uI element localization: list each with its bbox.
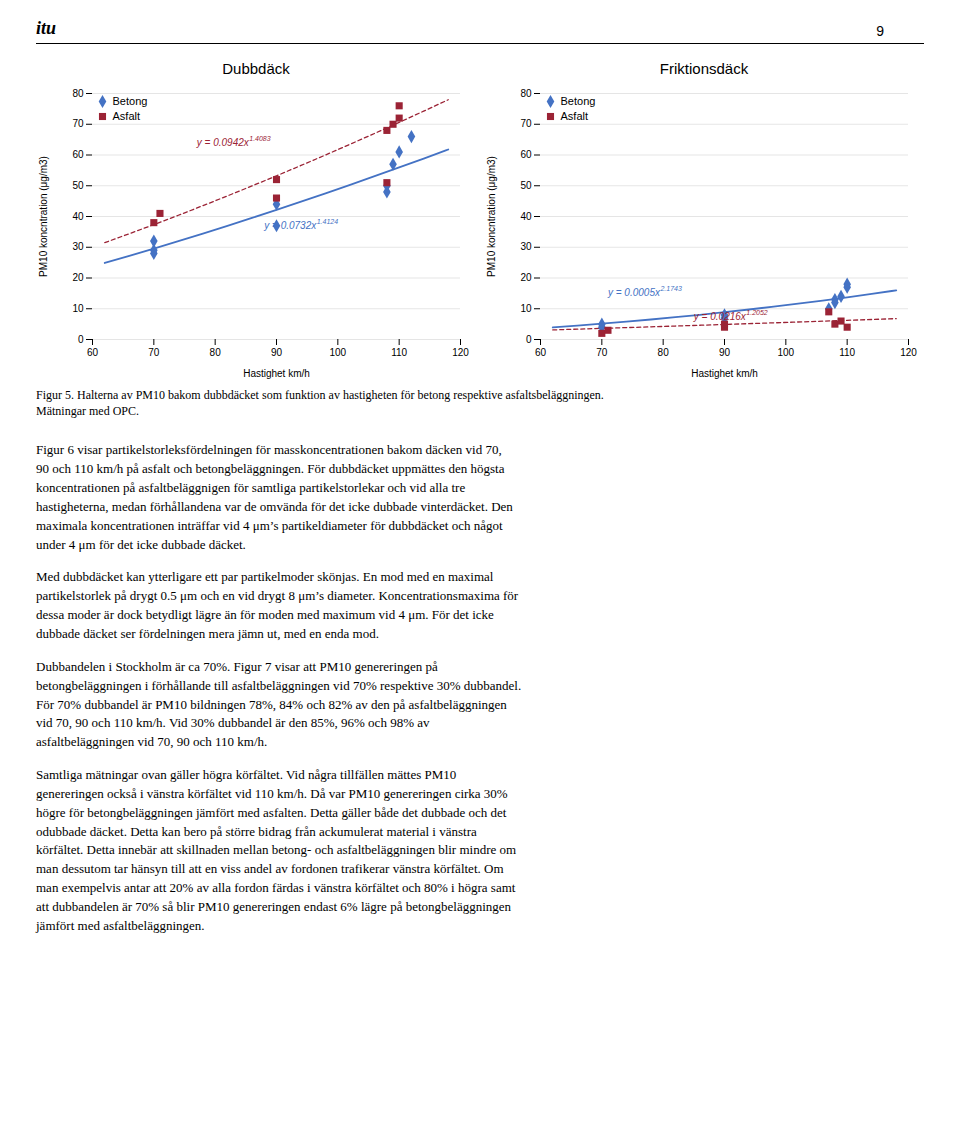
svg-text:60: 60: [87, 347, 99, 358]
svg-text:Hastighet km/h: Hastighet km/h: [243, 368, 310, 379]
svg-text:0: 0: [78, 334, 84, 345]
svg-text:70: 70: [520, 118, 532, 129]
svg-text:0: 0: [526, 334, 532, 345]
svg-text:1.4124: 1.4124: [317, 218, 339, 225]
svg-text:50: 50: [520, 180, 532, 191]
svg-text:PM10 koncntration (μg/m3): PM10 koncntration (μg/m3): [38, 156, 49, 277]
svg-text:80: 80: [210, 347, 222, 358]
svg-text:50: 50: [72, 180, 84, 191]
html-text:Figur 5. Halterna av PM10 bako: Figur 5. Halterna av PM10 bakom dubbdäck…: [36, 388, 604, 419]
html-text:itu: itu: [36, 18, 56, 38]
svg-text:80: 80: [72, 88, 84, 99]
svg-text:100: 100: [777, 347, 794, 358]
svg-text:Hastighet km/h: Hastighet km/h: [691, 368, 758, 379]
svg-text:1.2052: 1.2052: [746, 309, 768, 316]
svg-text:80: 80: [520, 88, 532, 99]
svg-text:80: 80: [658, 347, 670, 358]
html-text:Friktionsdäck: Friktionsdäck: [659, 60, 749, 77]
svg-text:PM10 koncntration (μg/m3): PM10 koncntration (μg/m3): [486, 156, 497, 277]
svg-text:70: 70: [596, 347, 608, 358]
svg-text:Asfalt: Asfalt: [113, 110, 141, 122]
svg-text:30: 30: [72, 241, 84, 252]
svg-text:60: 60: [520, 149, 532, 160]
html-text:Dubbandelen i Stockholm är ca: Dubbandelen i Stockholm är ca 70%. Figur…: [36, 658, 522, 750]
svg-text:60: 60: [535, 347, 547, 358]
html-text:Samtliga mätningar ovan gäller: Samtliga mätningar ovan gäller högra kör…: [36, 767, 517, 933]
svg-text:y = 0.0216x: y = 0.0216x: [693, 311, 747, 322]
svg-text:40: 40: [72, 211, 84, 222]
svg-text:30: 30: [520, 241, 532, 252]
svg-text:100: 100: [329, 347, 346, 358]
svg-text:110: 110: [391, 347, 407, 358]
html-text:9: 9: [876, 23, 884, 39]
html-text:Med dubbdäcket kan ytterligare: Med dubbdäcket kan ytterligare ett par p…: [36, 569, 519, 641]
svg-text:Betong: Betong: [113, 95, 148, 107]
svg-text:20: 20: [72, 272, 84, 283]
svg-text:110: 110: [839, 347, 855, 358]
svg-text:70: 70: [72, 118, 84, 129]
html-text:Dubbdäck: Dubbdäck: [222, 60, 290, 77]
svg-text:20: 20: [520, 272, 532, 283]
svg-text:60: 60: [72, 149, 84, 160]
svg-text:Asfalt: Asfalt: [561, 110, 589, 122]
html-text:Figur 6 visar partikelstorleks: Figur 6 visar partikelstorleksfördelning…: [36, 442, 513, 552]
svg-text:90: 90: [271, 347, 283, 358]
svg-text:40: 40: [520, 211, 532, 222]
svg-text:y = 0.0732x: y = 0.0732x: [263, 220, 317, 231]
svg-text:90: 90: [719, 347, 731, 358]
svg-text:10: 10: [520, 303, 532, 314]
svg-text:120: 120: [452, 347, 469, 358]
svg-text:120: 120: [900, 347, 917, 358]
svg-text:1.4083: 1.4083: [249, 135, 271, 142]
svg-text:y = 0.0005x: y = 0.0005x: [607, 287, 661, 298]
svg-text:2.1743: 2.1743: [659, 285, 682, 292]
svg-text:10: 10: [72, 303, 84, 314]
svg-text:Betong: Betong: [561, 95, 596, 107]
svg-text:70: 70: [148, 347, 160, 358]
svg-text:y = 0.0942x: y = 0.0942x: [196, 137, 250, 148]
